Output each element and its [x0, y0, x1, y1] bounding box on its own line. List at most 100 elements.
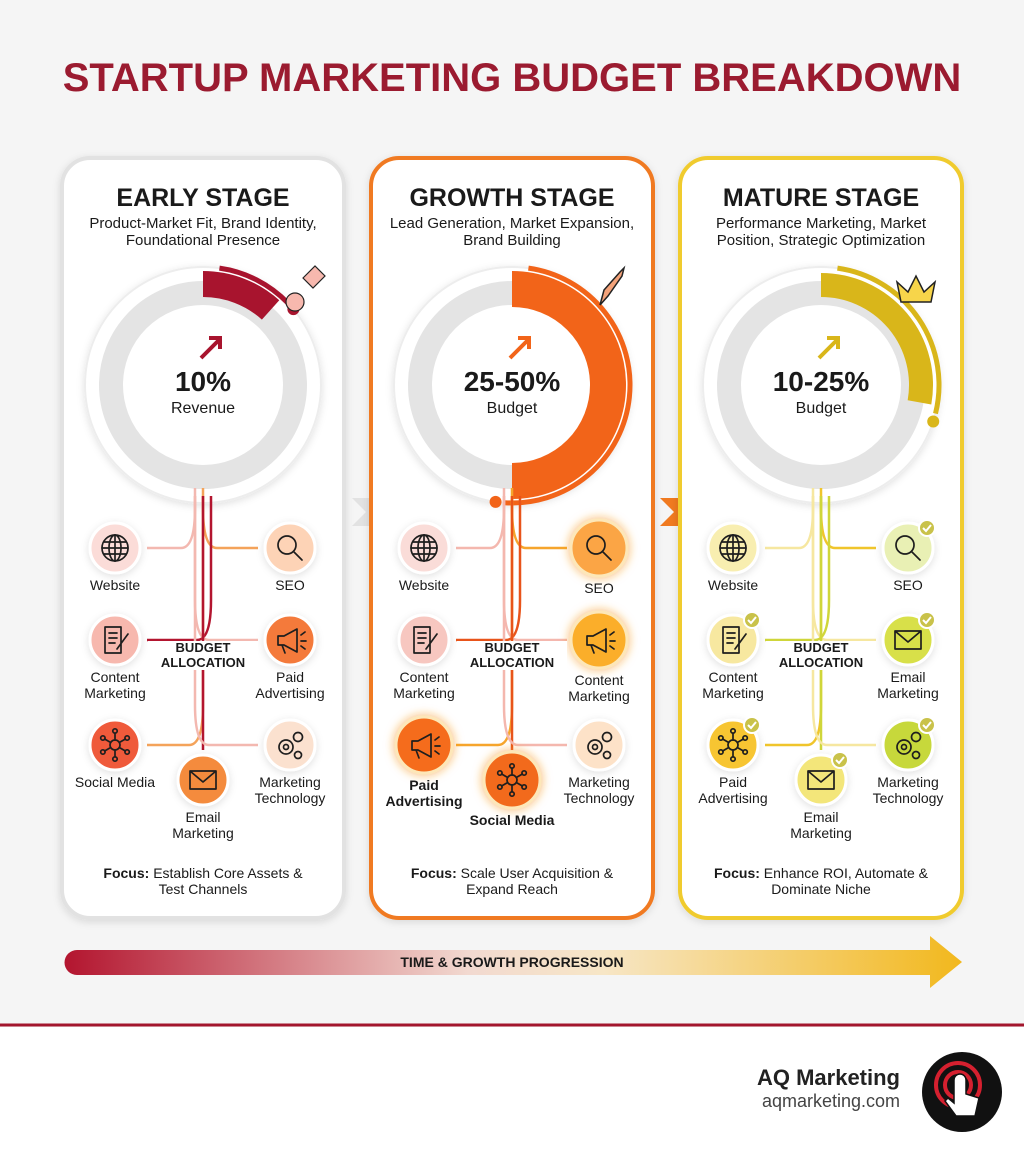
channel-label: Social Media: [74, 774, 156, 790]
icon-stroke: [722, 626, 747, 654]
icon-stroke: [124, 748, 131, 756]
channel-label: SEO: [584, 580, 614, 596]
icon-stroke: [282, 743, 290, 751]
channel-icon: [496, 762, 528, 798]
channel-icon: [722, 626, 747, 654]
channel-label: Social Media: [469, 812, 555, 828]
channel-label: Content Marketing: [84, 669, 146, 701]
progression-label: TIME & GROWTH PROGRESSION: [400, 954, 624, 970]
stage-value: 25-50%: [463, 366, 561, 397]
check-mark: [922, 721, 932, 730]
check-badge: [918, 519, 936, 537]
icon-stroke: [189, 770, 217, 790]
channel-circle: [482, 750, 542, 810]
channel-label: Marketing Technology: [254, 774, 326, 806]
channel-label: SEO: [893, 577, 923, 593]
icon-stroke: [410, 534, 438, 562]
channel-icon: [411, 733, 441, 759]
icon-stroke: [729, 727, 737, 735]
channel-circle: [397, 613, 451, 667]
icon-stroke: [717, 748, 724, 756]
icon-stroke: [496, 769, 503, 777]
icon-stroke: [742, 748, 749, 756]
allocation-label: BUDGET ALLOCATION: [457, 640, 567, 671]
channel-circle: [263, 718, 317, 772]
channel-icon: [717, 727, 749, 763]
icon-stroke: [586, 535, 606, 555]
channel-icon: [807, 770, 835, 790]
channel-circle: [706, 613, 760, 667]
stage-description: Product-Market Fit, Brand Identity, Foun…: [89, 215, 317, 249]
icon-stroke: [413, 626, 438, 654]
channel-circle: [263, 613, 317, 667]
channel-icon: [189, 770, 217, 790]
channel-icon: [719, 534, 747, 562]
channel-circle: [569, 518, 629, 578]
ring-arc: [511, 271, 626, 499]
icon-stroke: [910, 731, 922, 743]
channel-icon: [410, 534, 438, 562]
footer-bg: [0, 1027, 1024, 1154]
stage-value-caption: Budget: [795, 400, 847, 417]
icon-stroke: [508, 762, 516, 770]
icon-stroke: [911, 551, 921, 561]
center-arrow: [199, 336, 222, 360]
channel-icon: [587, 731, 613, 760]
channel-icon: [586, 535, 612, 561]
check-badge: [743, 611, 761, 629]
channel-icon: [894, 630, 922, 650]
check-mark: [747, 616, 757, 625]
channel-icon: [278, 731, 304, 760]
check-badge: [918, 716, 936, 734]
focus-label: Focus:: [714, 865, 760, 881]
icon-stroke: [602, 551, 612, 561]
stage-focus: Focus: Scale User Acquisition & Expand R…: [404, 865, 620, 897]
channel-label: Content Marketing: [568, 672, 630, 704]
check-badge: [743, 716, 761, 734]
icon-stroke: [496, 783, 503, 791]
allocation-label: BUDGET ALLOCATION: [766, 640, 876, 671]
channel-icon: [99, 727, 131, 763]
icon-stroke: [521, 769, 528, 777]
rocket-icon: [599, 265, 626, 306]
stage-title: EARLY STAGE: [116, 184, 290, 212]
connector: [502, 496, 567, 747]
icon-stroke: [277, 535, 297, 555]
channel-circle: [263, 521, 317, 575]
icon-stroke: [727, 739, 739, 751]
channel-label: Paid Advertising: [385, 777, 463, 809]
channel-circle: [881, 613, 935, 667]
ring-arc: [202, 271, 280, 320]
ring-arrow: [219, 265, 290, 305]
channel-circle: [881, 718, 935, 772]
stage-value-caption: Revenue: [170, 400, 236, 417]
stage-value: 10%: [174, 366, 232, 397]
brand-url: aqmarketing.com: [761, 1091, 900, 1111]
channel-circle: [88, 718, 142, 772]
icon-stroke: [124, 734, 131, 742]
channel-circle: [569, 610, 629, 670]
stage-title: GROWTH STAGE: [409, 184, 615, 212]
icon-stroke: [293, 750, 303, 760]
check-badge: [918, 611, 936, 629]
channel-icon: [895, 535, 921, 561]
ring-arc: [820, 273, 933, 405]
icon-stroke: [602, 750, 612, 760]
check-badge: [831, 751, 849, 769]
icon-stroke: [508, 790, 516, 798]
sprout-pot: [285, 292, 305, 312]
icon-stroke: [101, 534, 129, 562]
icon-stroke: [506, 774, 518, 786]
stage-title: MATURE STAGE: [722, 184, 920, 212]
channel-icon: [104, 626, 129, 654]
icon-stroke: [293, 551, 303, 561]
channel-label: Paid Advertising: [255, 669, 325, 701]
channel-label: Website: [89, 577, 141, 593]
stage-value: 10-25%: [772, 366, 870, 397]
channel-label: Website: [707, 577, 759, 593]
channel-label: Email Marketing: [790, 809, 852, 841]
icon-stroke: [99, 734, 106, 742]
icon-stroke: [99, 748, 106, 756]
stage-focus: Focus: Establish Core Assets & Test Chan…: [95, 865, 311, 897]
